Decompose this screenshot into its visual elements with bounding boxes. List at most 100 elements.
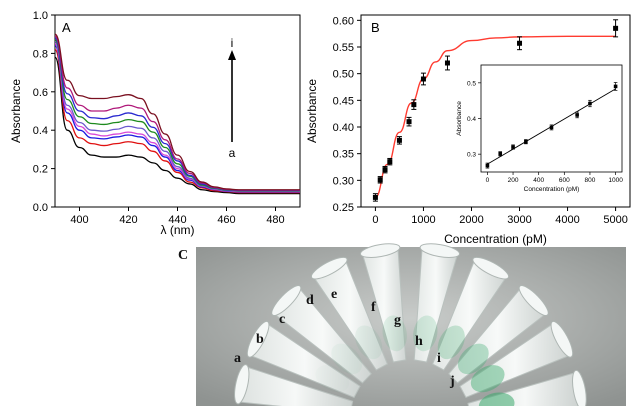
- inset-point: [485, 163, 490, 168]
- tube-label-c: c: [279, 312, 285, 327]
- panel-b-ytick-label: 0.60: [333, 15, 354, 27]
- panel-b-point: [382, 167, 388, 173]
- panel-c-letter: C: [178, 248, 188, 263]
- tube-cap: [234, 364, 250, 405]
- panel-b-xtick-label: 0: [372, 214, 378, 226]
- tube-label-d: d: [306, 293, 314, 308]
- panel-b-letter: B: [371, 20, 380, 35]
- tube-liquid: [470, 365, 505, 393]
- tube-label-i: i: [437, 351, 441, 366]
- tube-liquid: [457, 343, 489, 375]
- panel-b-plot: 0 1000 2000 3000 4000 50000.250.300.350.400.4…: [305, 14, 631, 246]
- panel-b-point: [372, 194, 378, 200]
- panel-a-series-line-0: [54, 56, 301, 195]
- panel-a-ytick-label: 1.0: [33, 10, 48, 22]
- panel-b-point: [517, 40, 523, 46]
- tube-liquid: [355, 325, 383, 360]
- tube-cap: [472, 256, 510, 280]
- tube-cap: [271, 285, 302, 316]
- panel-b-point: [411, 102, 417, 108]
- tube-label-e: e: [331, 287, 337, 302]
- panel-a-ylabel: Absorbance: [9, 79, 23, 143]
- tube-label-a: a: [234, 351, 241, 366]
- panel-b-xtick-label: 5000: [603, 214, 627, 226]
- inset-point: [588, 101, 592, 106]
- panel-b-point: [387, 159, 393, 165]
- panel-b-point: [444, 60, 450, 66]
- panel-b-ytick-label: 0.40: [333, 122, 354, 134]
- panel-b-ytick-label: 0.25: [333, 202, 354, 214]
- panel-a-ytick-label: 0.0: [33, 202, 48, 214]
- panel-a-xtick-label: 420: [119, 214, 137, 226]
- panel-b-ytick-label: 0.50: [333, 69, 354, 81]
- tube-liquid: [413, 315, 438, 352]
- tube-label-b: b: [256, 332, 264, 347]
- tube-liquid: [437, 325, 465, 360]
- inset-point: [498, 152, 503, 156]
- panel-a-arrow-head: [228, 50, 236, 60]
- tube-cap: [246, 320, 270, 358]
- inset-xtick-label: 600: [559, 177, 570, 184]
- panel-b-ytick-label: 0.30: [333, 175, 354, 187]
- inset-point: [524, 139, 528, 144]
- tube-label-h: h: [415, 334, 423, 349]
- tube-liquid: [331, 343, 363, 375]
- tube-label-j: j: [449, 374, 455, 389]
- inset-point: [575, 113, 579, 117]
- tube-cap: [359, 243, 401, 258]
- tube-liquid: [478, 392, 515, 406]
- panel-a-letter: A: [62, 20, 71, 35]
- panel-a-arrow-label-start: a: [229, 146, 236, 160]
- panel-b-fit-curve: [375, 35, 616, 199]
- panel-a-arrow-label-end: i: [231, 36, 234, 50]
- panel-b-ylabel: Absorbance: [305, 79, 319, 143]
- panel-a-xtick-label: 460: [217, 214, 235, 226]
- panel-b-xtick-label: 1000: [411, 214, 435, 226]
- panel-b-xtick-label: 4000: [555, 214, 579, 226]
- inset-point: [511, 145, 515, 149]
- tube-cap: [572, 369, 587, 406]
- panel-b-point: [613, 25, 619, 31]
- tube-label-g: g: [394, 313, 401, 328]
- tube-label-f: f: [371, 300, 376, 315]
- panel-b-frame: [360, 14, 631, 208]
- inset-ylabel: Absorbance: [456, 101, 463, 136]
- inset-xtick-label: 0: [486, 177, 490, 184]
- panel-a: A 400 420 440 460 480 0.0 0.2 0.4 0.6 0.8 1.0 λ (nm…: [9, 10, 301, 237]
- panel-a-plot: 400 420 440 460 480 0.0 0.2 0.4 0.6 0.8 1.0 λ (nm) A…: [9, 10, 301, 237]
- tube-cap: [310, 256, 348, 280]
- panel-b-ytick-label: 0.45: [333, 95, 354, 107]
- inset-xtick-label: 800: [585, 177, 596, 184]
- panel-a-xlabel: λ (nm): [161, 223, 195, 237]
- panel-b-xtick-label: 2000: [459, 214, 483, 226]
- inset-point: [613, 84, 618, 89]
- panel-b-inset: 0 200 400 600 800 1000 0.3 0.4 0.5 Concentration …: [456, 64, 623, 193]
- panel-b-xtick-label: 3000: [507, 214, 531, 226]
- panel-a-ytick-label: 0.6: [33, 87, 48, 99]
- panel-b-point: [377, 177, 383, 183]
- panel-a-series-line-8: [54, 33, 300, 191]
- inset-ytick-label: 0.3: [467, 152, 476, 159]
- inset-ytick-label: 0.5: [467, 80, 476, 87]
- tube-cap: [550, 320, 574, 358]
- inset-xtick-label: 200: [508, 177, 519, 184]
- panel-b-point: [406, 119, 412, 125]
- inset-ytick-label: 0.4: [467, 116, 476, 123]
- tube-liquid: [382, 315, 407, 352]
- tube-cap: [419, 243, 461, 258]
- inset-xlabel: Concentration (pM): [524, 186, 580, 193]
- panel-a-series-line-2: [54, 45, 300, 193]
- panel-b-ytick-label: 0.35: [333, 149, 354, 161]
- panel-b-point: [420, 76, 426, 82]
- tube-cap: [518, 285, 549, 316]
- panel-a-ytick-label: 0.4: [33, 125, 48, 137]
- panel-a-xtick-label: 480: [266, 214, 284, 226]
- panel-a-series-line-6: [54, 37, 300, 192]
- panel-a-ytick-label: 0.8: [33, 48, 48, 60]
- panel-b: B 0 1000 2000 3000 4000 50000.250.300.350.400…: [305, 14, 631, 246]
- panel-a-xtick-label: 440: [168, 214, 186, 226]
- panel-b-xlabel: Concentration (pM): [444, 232, 547, 246]
- inset-point: [549, 125, 554, 130]
